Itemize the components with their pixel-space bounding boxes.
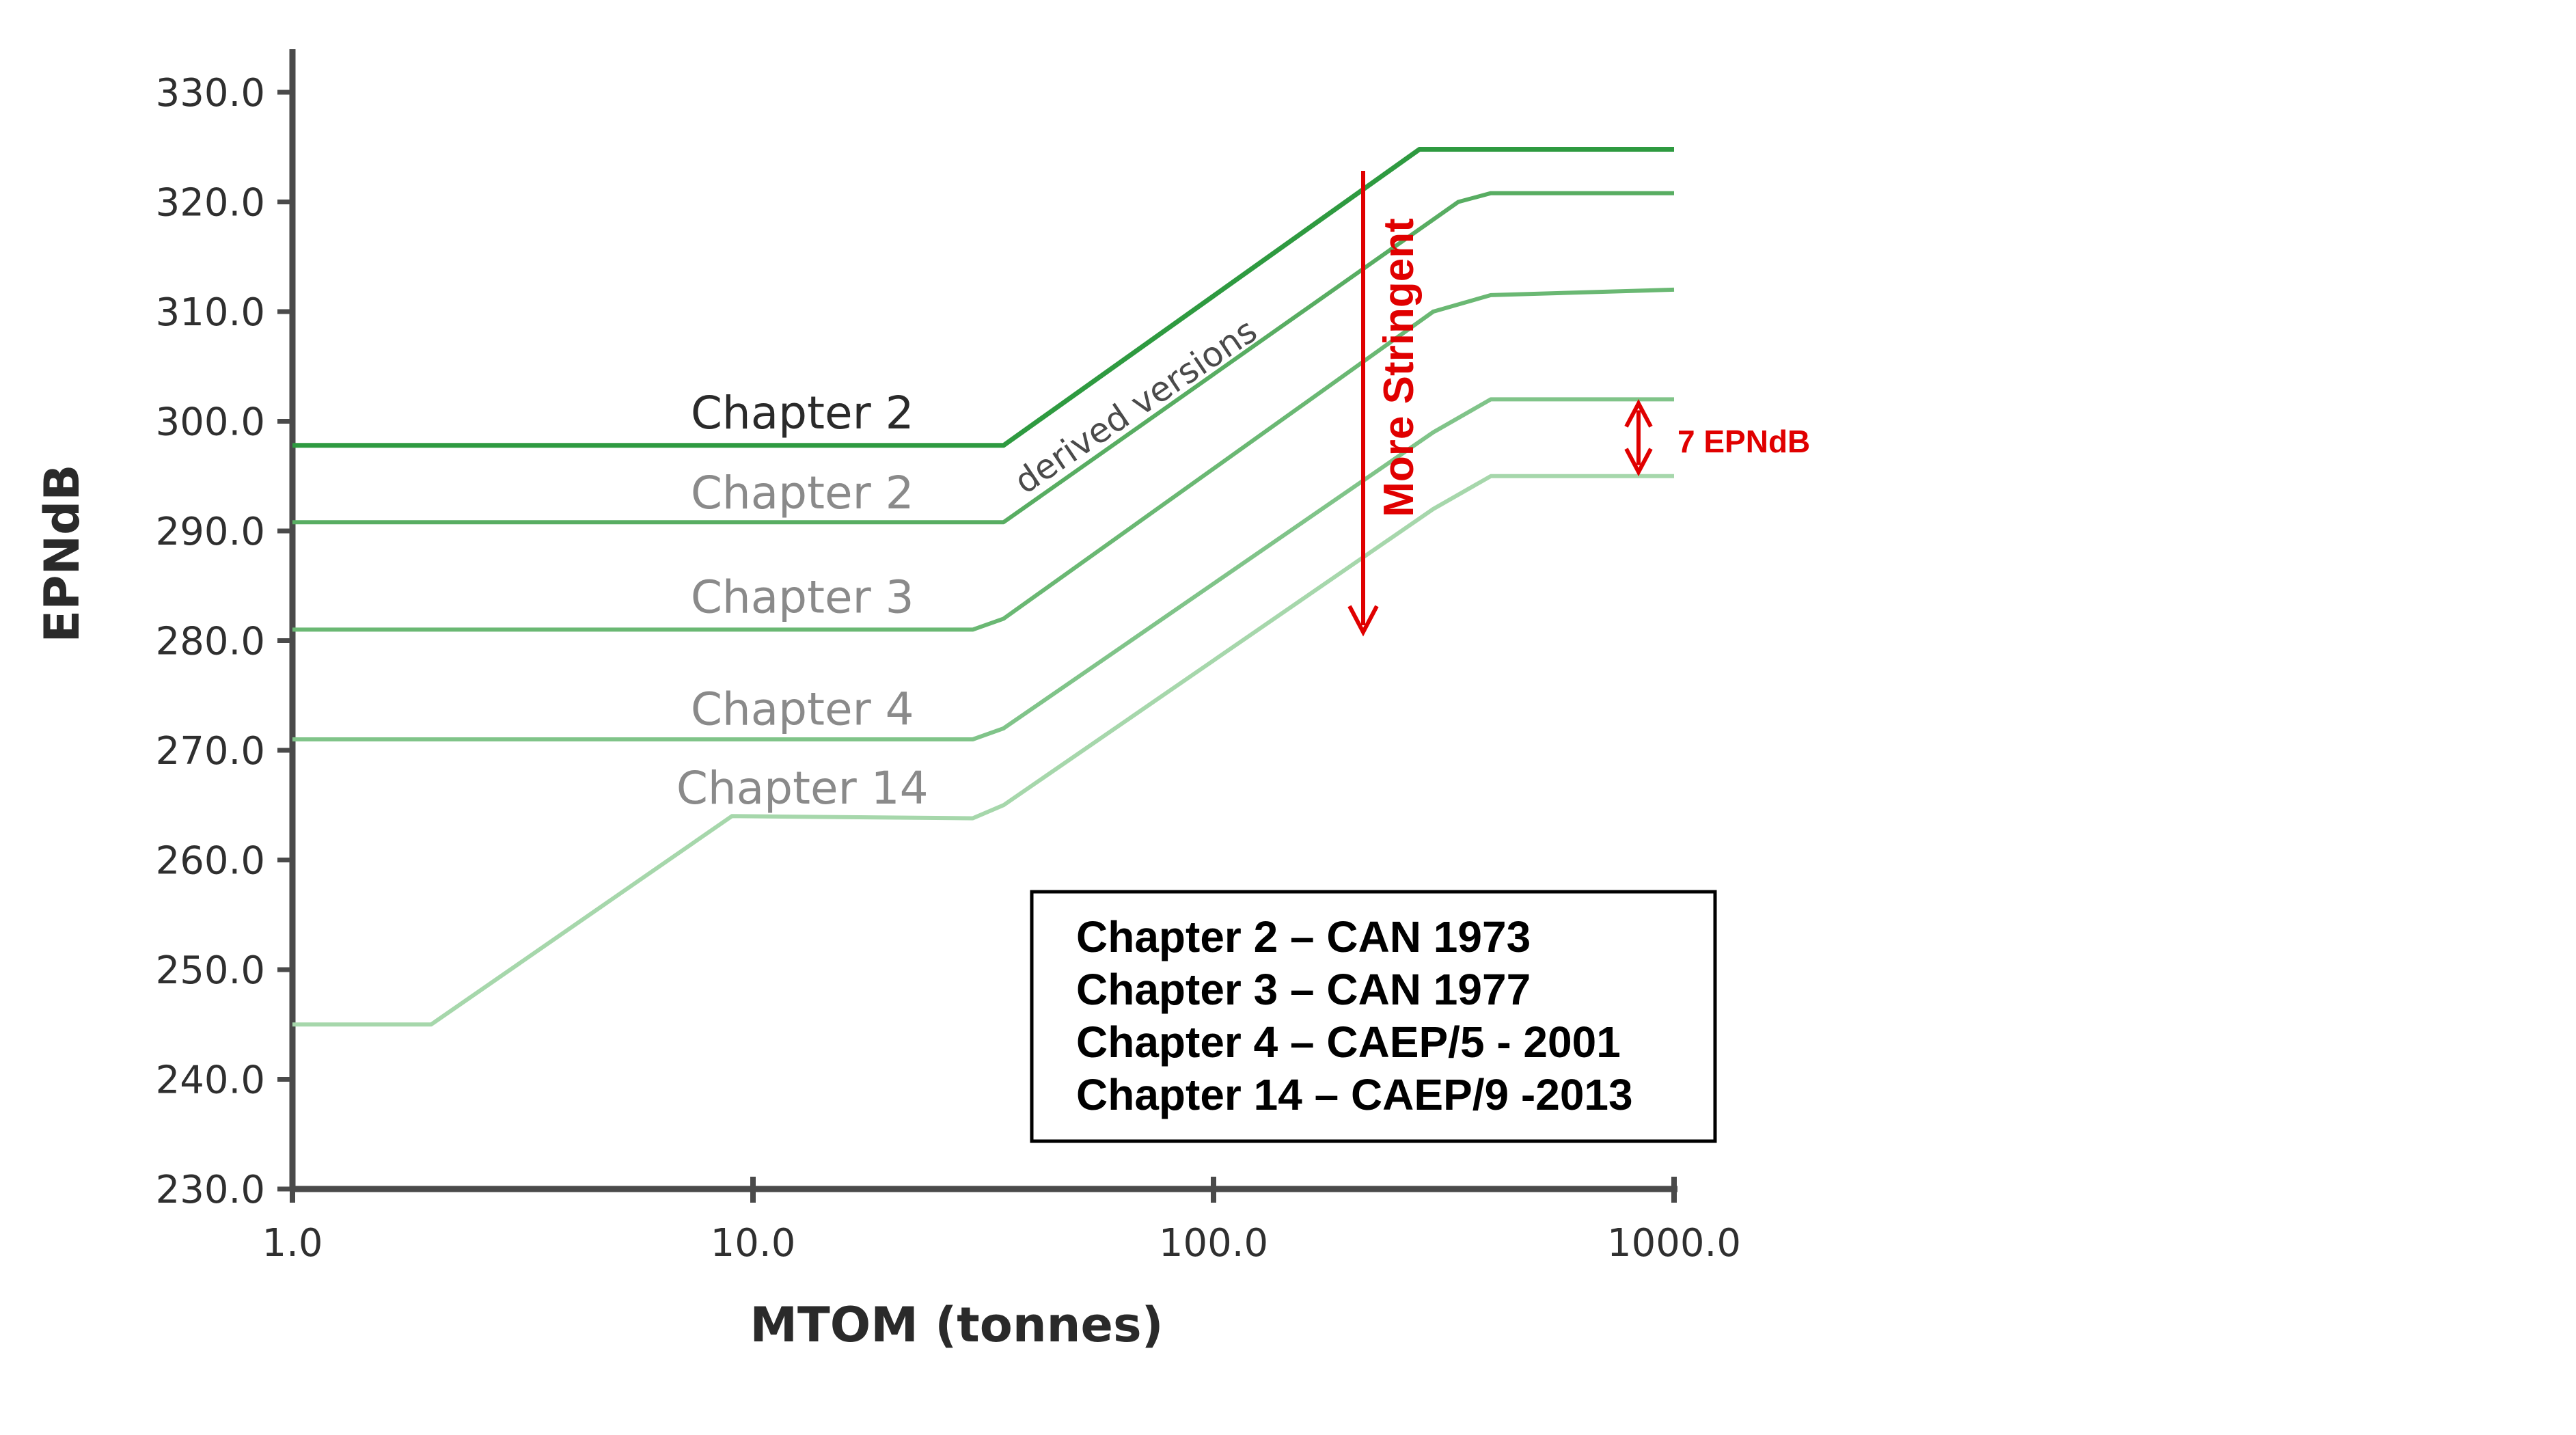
legend-entry-3: Chapter 4 – CAEP/5 - 2001 bbox=[1076, 1017, 1621, 1067]
x-tick-label: 100.0 bbox=[1159, 1221, 1268, 1266]
series-line-3 bbox=[292, 287, 1675, 632]
x-tick-label: 1.0 bbox=[262, 1221, 323, 1266]
gap-label: 7 EPNdB bbox=[1677, 424, 1810, 459]
x-tick-label: 10.0 bbox=[711, 1221, 796, 1266]
y-tick-label: 250.0 bbox=[156, 948, 265, 993]
series-label-4: Chapter 4 bbox=[691, 683, 914, 735]
y-axis-title: EPNdB bbox=[34, 464, 90, 642]
more-stringent-label: More Stringent bbox=[1375, 218, 1423, 517]
x-axis-title: MTOM (tonnes) bbox=[750, 1297, 1163, 1353]
x-tick-label: 1000.0 bbox=[1607, 1221, 1741, 1266]
series-line-2 bbox=[292, 191, 1674, 525]
y-tick-label: 300.0 bbox=[156, 400, 265, 445]
y-tick-label: 270.0 bbox=[156, 729, 265, 774]
series-label-5: Chapter 14 bbox=[676, 762, 929, 815]
y-tick-label: 240.0 bbox=[156, 1058, 265, 1103]
y-tick-label: 230.0 bbox=[156, 1168, 265, 1212]
legend-entry-2: Chapter 3 – CAN 1977 bbox=[1076, 965, 1531, 1014]
y-tick-label: 290.0 bbox=[156, 510, 265, 554]
series-line-5 bbox=[292, 474, 1674, 1027]
y-tick-label: 260.0 bbox=[156, 839, 265, 884]
series-label-3: Chapter 3 bbox=[691, 571, 914, 624]
y-tick-label: 330.0 bbox=[156, 71, 265, 115]
legend-entry-4: Chapter 14 – CAEP/9 -2013 bbox=[1076, 1070, 1633, 1119]
derived-versions-label: derived versions bbox=[1007, 311, 1264, 502]
y-tick-label: 310.0 bbox=[156, 290, 265, 335]
gap-arrow-head-bottom bbox=[1624, 448, 1653, 477]
gap-arrow-head-top bbox=[1624, 398, 1653, 428]
legend-entry-1: Chapter 2 – CAN 1973 bbox=[1076, 912, 1531, 961]
series-line-1 bbox=[292, 147, 1674, 448]
stringent-arrow-head bbox=[1347, 605, 1379, 637]
y-tick-label: 320.0 bbox=[156, 181, 265, 226]
series-label-1: Chapter 2 bbox=[691, 387, 914, 439]
series-label-2: Chapter 2 bbox=[691, 467, 914, 519]
legend-box bbox=[1030, 890, 1717, 1143]
series-line-4 bbox=[292, 397, 1674, 741]
y-tick-label: 280.0 bbox=[156, 620, 265, 664]
